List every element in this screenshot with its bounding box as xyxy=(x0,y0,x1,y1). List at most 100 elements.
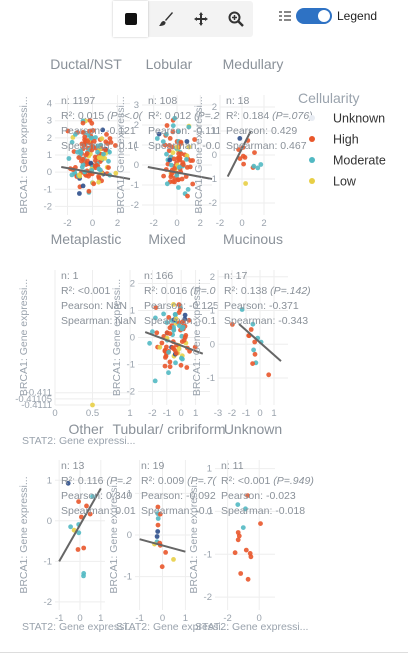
scatter-point[interactable] xyxy=(159,340,165,346)
scatter-point[interactable] xyxy=(252,339,258,345)
scatter-point[interactable] xyxy=(89,120,95,126)
scatter-point[interactable] xyxy=(113,143,118,148)
scatter-point[interactable] xyxy=(154,136,160,141)
scatter-point[interactable] xyxy=(152,378,158,384)
scatter-point[interactable] xyxy=(163,355,168,360)
scatter-point[interactable] xyxy=(107,136,113,141)
scatter-point[interactable] xyxy=(176,155,182,160)
scatter-point[interactable] xyxy=(99,156,105,161)
scatter-point[interactable] xyxy=(166,370,171,376)
scatter-point[interactable] xyxy=(166,148,172,154)
scatter-point[interactable] xyxy=(167,157,173,163)
scatter-point[interactable] xyxy=(77,173,83,179)
scatter-point[interactable] xyxy=(171,557,176,562)
scatter-point[interactable] xyxy=(176,323,182,329)
scatter-point[interactable] xyxy=(164,151,169,157)
scatter-point[interactable] xyxy=(237,136,243,141)
scatter-point[interactable] xyxy=(164,131,169,137)
scatter-point[interactable] xyxy=(106,158,111,164)
scatter-point[interactable] xyxy=(69,172,75,178)
legend-entry[interactable]: Low xyxy=(333,175,357,189)
scatter-point[interactable] xyxy=(156,131,162,137)
scatter-point[interactable] xyxy=(167,143,172,148)
scatter-point[interactable] xyxy=(186,124,192,130)
scatter-point[interactable] xyxy=(176,164,182,170)
scatter-point[interactable] xyxy=(179,326,185,332)
scatter-point[interactable] xyxy=(86,188,92,194)
scatter-point[interactable] xyxy=(75,547,81,552)
scatter-point[interactable] xyxy=(235,537,241,543)
scatter-point[interactable] xyxy=(167,331,173,336)
scatter-point[interactable] xyxy=(184,165,190,170)
scatter-point[interactable] xyxy=(166,349,172,355)
scatter-point[interactable] xyxy=(172,166,177,172)
scatter-point[interactable] xyxy=(168,174,174,180)
scatter-point[interactable] xyxy=(230,322,235,327)
scatter-point[interactable] xyxy=(80,130,86,135)
scatter-point[interactable] xyxy=(154,330,160,336)
scatter-point[interactable] xyxy=(243,506,248,512)
scatter-point[interactable] xyxy=(155,516,161,521)
scatter-point[interactable] xyxy=(147,340,153,346)
scatter-point[interactable] xyxy=(167,364,173,370)
scatter-point[interactable] xyxy=(154,534,160,539)
scatter-point[interactable] xyxy=(65,128,71,134)
scatter-point[interactable] xyxy=(65,480,71,486)
scatter-point[interactable] xyxy=(68,524,73,530)
scatter-point[interactable] xyxy=(240,153,246,159)
scatter-point[interactable] xyxy=(170,150,176,156)
scatter-point[interactable] xyxy=(178,362,184,368)
scatter-point[interactable] xyxy=(96,175,102,181)
zoom-tool-button[interactable] xyxy=(218,1,253,37)
scatter-point[interactable] xyxy=(170,129,176,135)
scatter-point[interactable] xyxy=(238,571,244,576)
scatter-point[interactable] xyxy=(98,167,103,173)
scatter-point[interactable] xyxy=(258,521,263,526)
scatter-point[interactable] xyxy=(252,150,257,156)
brush-tool-button[interactable] xyxy=(148,1,183,37)
scatter-point[interactable] xyxy=(245,576,251,582)
scatter-point[interactable] xyxy=(266,372,272,378)
scatter-point[interactable] xyxy=(176,151,182,157)
scatter-point[interactable] xyxy=(89,147,95,153)
scatter-point[interactable] xyxy=(172,115,178,121)
scatter-point[interactable] xyxy=(80,156,86,162)
scatter-point[interactable] xyxy=(243,547,249,553)
scatter-point[interactable] xyxy=(160,139,166,145)
scatter-point[interactable] xyxy=(81,573,86,579)
scatter-point[interactable] xyxy=(239,307,245,312)
scatter-point[interactable] xyxy=(190,181,196,187)
scatter-point[interactable] xyxy=(78,150,84,156)
legend-entry[interactable]: Unknown xyxy=(333,112,385,126)
scatter-point[interactable] xyxy=(258,162,264,167)
scatter-point[interactable] xyxy=(101,151,106,157)
scatter-point[interactable] xyxy=(95,149,100,155)
scatter-point[interactable] xyxy=(174,173,180,178)
scatter-point[interactable] xyxy=(161,173,167,179)
scatter-point[interactable] xyxy=(80,183,86,189)
scatter-point[interactable] xyxy=(161,311,167,317)
scatter-point[interactable] xyxy=(159,564,165,570)
scatter-point[interactable] xyxy=(248,327,254,332)
scatter-point[interactable] xyxy=(113,170,119,176)
scatter-point[interactable] xyxy=(171,302,176,307)
scatter-point[interactable] xyxy=(84,503,89,509)
scatter-point[interactable] xyxy=(76,499,81,504)
scatter-point[interactable] xyxy=(182,312,188,318)
scatter-point[interactable] xyxy=(173,360,178,366)
scatter-point[interactable] xyxy=(178,141,184,146)
scatter-point[interactable] xyxy=(104,132,109,137)
scatter-point[interactable] xyxy=(155,529,161,534)
scatter-point[interactable] xyxy=(176,310,182,315)
scatter-point[interactable] xyxy=(162,363,168,369)
scatter-point[interactable] xyxy=(166,315,172,320)
scatter-point[interactable] xyxy=(66,156,72,161)
scatter-point[interactable] xyxy=(153,305,159,310)
scatter-point[interactable] xyxy=(180,319,186,325)
scatter-point[interactable] xyxy=(83,152,89,158)
scatter-point[interactable] xyxy=(184,157,189,162)
scatter-point[interactable] xyxy=(184,365,190,370)
scatter-point[interactable] xyxy=(153,315,158,321)
scatter-point[interactable] xyxy=(90,494,95,499)
scatter-point[interactable] xyxy=(163,550,169,555)
